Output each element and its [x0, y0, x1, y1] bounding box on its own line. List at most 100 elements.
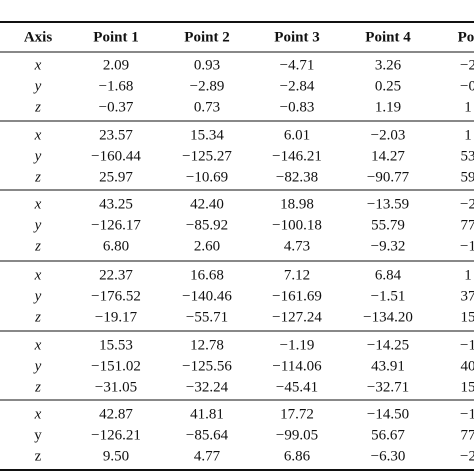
value-cell: 15.53 — [99, 337, 133, 353]
header-cell: Axis — [24, 29, 53, 45]
axis-cell: y — [34, 427, 42, 443]
value-cell: −134.20 — [363, 309, 413, 325]
value-cell: 0.25 — [375, 78, 401, 94]
value-cell: 53 — [461, 148, 474, 164]
value-cell: −10.69 — [186, 169, 228, 185]
value-cell: 17.72 — [280, 406, 314, 422]
value-cell: −55.71 — [186, 309, 228, 325]
value-cell: 2.60 — [194, 238, 220, 254]
axis-cell: z — [34, 238, 41, 254]
value-cell: −99.05 — [276, 427, 318, 443]
value-cell: −1 — [460, 406, 474, 422]
axis-cell: y — [33, 217, 42, 233]
value-cell: 0.93 — [194, 57, 220, 73]
value-cell: 22.37 — [99, 267, 133, 283]
value-cell: −82.38 — [276, 169, 318, 185]
axis-cell: x — [34, 57, 42, 73]
value-cell: −126.21 — [91, 427, 141, 443]
value-cell: −0 — [460, 78, 474, 94]
value-cell: 23.57 — [99, 127, 133, 143]
value-cell: −2.89 — [190, 78, 225, 94]
value-cell: 43.25 — [99, 196, 133, 212]
value-cell: −125.56 — [182, 358, 232, 374]
value-cell: −85.64 — [186, 427, 229, 443]
value-cell: 4.77 — [194, 448, 221, 464]
value-cell: −14.50 — [367, 406, 409, 422]
axis-cell: y — [33, 358, 42, 374]
value-cell: 1.19 — [375, 99, 401, 115]
value-cell: −100.18 — [272, 217, 322, 233]
value-cell: −6.30 — [371, 448, 406, 464]
value-cell: −2.03 — [371, 127, 406, 143]
value-cell: −125.27 — [182, 148, 232, 164]
value-cell: −2 — [460, 448, 474, 464]
value-cell: 77 — [461, 217, 474, 233]
value-cell: 15.34 — [190, 127, 224, 143]
axis-cell: z — [34, 169, 41, 185]
value-cell: −45.41 — [276, 379, 318, 395]
axis-cell: x — [34, 127, 42, 143]
value-cell: 25.97 — [99, 169, 133, 185]
value-cell: −176.52 — [91, 288, 141, 304]
value-cell: 42.87 — [99, 406, 133, 422]
value-cell: −161.69 — [272, 288, 322, 304]
header-cell: Point 2 — [184, 29, 229, 45]
value-cell: 42.40 — [190, 196, 224, 212]
value-cell: −151.02 — [91, 358, 141, 374]
header-cell: Point 4 — [365, 29, 411, 45]
value-cell: −90.77 — [367, 169, 410, 185]
value-cell: −31.05 — [95, 379, 137, 395]
value-cell: 15 — [461, 379, 474, 395]
value-cell: 1 — [464, 127, 472, 143]
value-cell: −146.21 — [272, 148, 322, 164]
value-cell: 9.50 — [103, 448, 129, 464]
value-cell: 6.80 — [103, 238, 129, 254]
value-cell: −114.06 — [272, 358, 322, 374]
value-cell: 14.27 — [371, 148, 405, 164]
value-cell: −126.17 — [91, 217, 141, 233]
value-cell: 77 — [461, 427, 474, 443]
value-cell: 15 — [461, 309, 474, 325]
axis-cell: x — [34, 196, 42, 212]
value-cell: −32.71 — [367, 379, 409, 395]
value-cell: 40 — [461, 358, 474, 374]
value-cell: 0.73 — [194, 99, 220, 115]
value-cell: 1 — [464, 99, 472, 115]
axis-cell: x — [34, 406, 42, 422]
value-cell: −85.92 — [186, 217, 228, 233]
value-cell: −2.84 — [280, 78, 315, 94]
value-cell: 18.98 — [280, 196, 314, 212]
axis-cell: z — [35, 448, 42, 464]
value-cell: 7.12 — [284, 267, 310, 283]
value-cell: −1 — [460, 238, 474, 254]
axis-cell: z — [34, 99, 41, 115]
axis-cell: y — [33, 148, 42, 164]
value-cell: −127.24 — [272, 309, 322, 325]
value-cell: 3.26 — [375, 57, 402, 73]
value-cell: 56.67 — [371, 427, 405, 443]
axis-cell: x — [34, 267, 42, 283]
value-cell: −0.37 — [99, 99, 134, 115]
value-cell: 41.81 — [190, 406, 224, 422]
value-cell: −2 — [460, 57, 474, 73]
axis-cell: x — [34, 337, 42, 353]
value-cell: −4.71 — [280, 57, 315, 73]
axis-cell: y — [33, 78, 42, 94]
value-cell: 2.09 — [103, 57, 129, 73]
value-cell: −13.59 — [367, 196, 409, 212]
value-cell: −19.17 — [95, 309, 138, 325]
value-cell: −1.19 — [280, 337, 315, 353]
value-cell: 43.91 — [371, 358, 405, 374]
value-cell: −2 — [460, 196, 474, 212]
header-cell: Poi — [458, 29, 474, 45]
value-cell: 55.79 — [371, 217, 405, 233]
value-cell: 37 — [461, 288, 474, 304]
value-cell: 6.01 — [284, 127, 310, 143]
header-cell: Point 3 — [274, 29, 319, 45]
value-cell: −1 — [460, 337, 474, 353]
value-cell: −160.44 — [91, 148, 141, 164]
value-cell: −9.32 — [371, 238, 406, 254]
value-cell: 1 — [464, 267, 472, 283]
